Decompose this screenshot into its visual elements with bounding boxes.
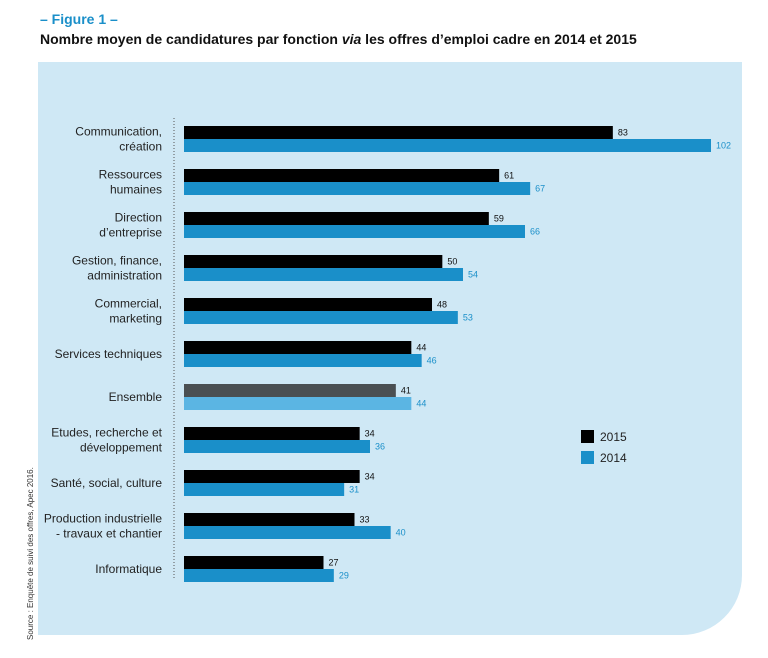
category-label-line: Direction xyxy=(115,211,162,225)
value-label-2015: 59 xyxy=(494,214,504,224)
value-label-2014: 40 xyxy=(396,528,406,538)
bar-2014 xyxy=(184,182,531,195)
chart-title: Nombre moyen de candidatures par fonctio… xyxy=(40,31,637,47)
category-label-line: création xyxy=(119,140,162,154)
category-label-line: développement xyxy=(80,441,163,455)
bar-2015 xyxy=(184,341,412,354)
category-label-line: Ressources xyxy=(99,168,162,182)
category-label: Services techniques xyxy=(55,347,162,361)
legend-swatch-2014 xyxy=(581,451,594,464)
value-label-2015: 83 xyxy=(618,128,628,138)
category-label-line: Informatique xyxy=(95,562,162,576)
category-label: Direction d’entreprise xyxy=(99,211,162,240)
category-label-line: Commercial, xyxy=(95,297,162,311)
value-label-2014: 54 xyxy=(468,270,478,280)
category-label: Gestion, finance, administration xyxy=(72,254,162,283)
value-label-2014: 46 xyxy=(427,356,437,366)
bar-2014 xyxy=(184,225,525,238)
value-label-2014: 31 xyxy=(349,485,359,495)
bars xyxy=(184,126,711,582)
category-label-line: Communication, xyxy=(75,125,162,139)
legend-swatch-2015 xyxy=(581,430,594,443)
bar-2014 xyxy=(184,440,370,453)
value-label-2015: 34 xyxy=(365,429,375,439)
title-italic: via xyxy=(341,31,362,47)
bar-2015 xyxy=(184,384,396,397)
bar-2014 xyxy=(184,526,391,539)
category-label-line: Services techniques xyxy=(55,347,162,361)
category-label-line: Santé, social, culture xyxy=(51,476,163,490)
bar-2015 xyxy=(184,255,443,268)
category-label-line: - travaux et chantier xyxy=(56,527,162,541)
value-label-2015: 48 xyxy=(437,300,447,310)
bar-2015 xyxy=(184,212,489,225)
category-label-line: administration xyxy=(87,269,162,283)
category-label-line: marketing xyxy=(109,312,162,326)
category-label: Ensemble xyxy=(109,390,163,404)
value-label-2014: 29 xyxy=(339,571,349,581)
category-label: Santé, social, culture xyxy=(51,476,163,490)
category-labels: Communication, création Ressources humaines… xyxy=(44,125,163,577)
category-label-line: humaines xyxy=(110,183,162,197)
category-label-line: Gestion, finance, xyxy=(72,254,162,268)
category-label: Etudes, recherche et développement xyxy=(51,426,162,455)
value-label-2015: 27 xyxy=(329,558,339,568)
bar-2015 xyxy=(184,470,360,483)
bar-2014 xyxy=(184,397,412,410)
category-label-line: Etudes, recherche et xyxy=(51,426,162,440)
bar-2014 xyxy=(184,354,422,367)
bar-2014 xyxy=(184,139,711,152)
title-pre: Nombre moyen de candidatures par fonctio… xyxy=(40,31,342,47)
title-post: les offres d’emploi cadre en 2014 et 201… xyxy=(361,31,637,47)
value-label-2015: 44 xyxy=(416,343,426,353)
legend-label-2014: 2014 xyxy=(600,451,627,465)
bar-2015 xyxy=(184,169,500,182)
value-label-2014: 53 xyxy=(463,313,473,323)
category-label: Production industrielle - travaux et chan… xyxy=(44,512,162,541)
category-label: Commercial, marketing xyxy=(95,297,162,326)
category-label-line: d’entreprise xyxy=(99,226,162,240)
bar-2014 xyxy=(184,311,458,324)
value-label-2015: 33 xyxy=(360,515,370,525)
category-label: Informatique xyxy=(95,562,162,576)
bar-2015 xyxy=(184,298,432,311)
category-label: Ressources humaines xyxy=(99,168,162,197)
bar-2015 xyxy=(184,126,613,139)
value-label-2014: 36 xyxy=(375,442,385,452)
bar-2015 xyxy=(184,556,324,569)
value-label-2014: 102 xyxy=(716,141,731,151)
bar-2015 xyxy=(184,427,360,440)
bar-2014 xyxy=(184,268,463,281)
value-label-2015: 50 xyxy=(447,257,457,267)
bar-2015 xyxy=(184,513,355,526)
category-label-line: Ensemble xyxy=(109,390,163,404)
figure-label: – Figure 1 – xyxy=(40,11,118,27)
value-label-2014: 67 xyxy=(535,184,545,194)
value-label-2015: 34 xyxy=(365,472,375,482)
legend: 2015 2014 xyxy=(581,430,627,465)
legend-label-2015: 2015 xyxy=(600,430,627,444)
value-label-2015: 61 xyxy=(504,171,514,181)
category-label: Communication, création xyxy=(75,125,162,154)
value-label-2014: 66 xyxy=(530,227,540,237)
bar-2014 xyxy=(184,569,334,582)
bar-2014 xyxy=(184,483,345,496)
value-label-2014: 44 xyxy=(416,399,426,409)
value-label-2015: 41 xyxy=(401,386,411,396)
value-labels: 8310261675966505448534446414434363431334… xyxy=(329,128,732,581)
category-label-line: Production industrielle xyxy=(44,512,162,526)
